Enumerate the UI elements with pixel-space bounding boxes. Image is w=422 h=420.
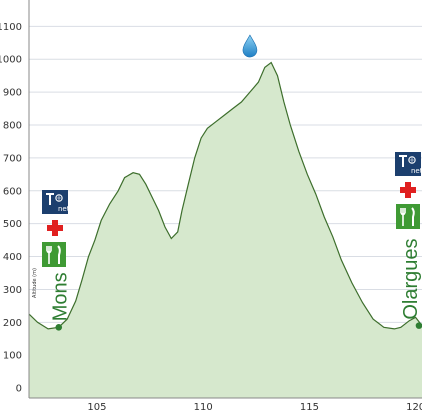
y-tick-label-1100: 1100: [0, 22, 22, 33]
mons-office-icon-text: net: [58, 205, 70, 213]
town-markers: Mons Olargues: [50, 238, 422, 331]
elevation-line: [29, 61, 422, 330]
y-tick-label-300: 300: [3, 285, 22, 296]
olargues-restaurant-icon: [396, 204, 420, 229]
y-tick-label-400: 400: [3, 252, 22, 263]
elevation-area: [29, 62, 422, 398]
water-point-icon: [242, 34, 258, 58]
y-tick-label-200: 200: [3, 318, 22, 329]
y-tick-label-1000: 1000: [0, 55, 22, 66]
mons-pharmacy-icon: [47, 220, 63, 236]
y-tick-label-600: 600: [3, 186, 22, 197]
y-tick-label-0: 0: [16, 384, 22, 395]
marker-label-olargues: Olargues: [400, 238, 422, 319]
x-tick-labels: 105 110 115 120: [87, 402, 422, 413]
mons-restaurant-icon: [42, 242, 66, 267]
olargues-tourism-office-icon: net: [395, 152, 422, 176]
mons-tourism-office-icon: net: [42, 190, 70, 214]
marker-point-olargues: [415, 322, 422, 329]
y-tick-label-700: 700: [3, 153, 22, 164]
y-tick-label-800: 800: [3, 120, 22, 131]
x-tick-label-115: 115: [300, 402, 319, 413]
y-tick-label-500: 500: [3, 219, 22, 230]
marker-point-mons: [55, 323, 63, 331]
marker-label-mons: Mons: [50, 272, 72, 321]
y-axis-title: Altitude (m): [32, 268, 38, 298]
x-tick-label-120: 120: [406, 402, 422, 413]
olargues-office-icon-text: net: [411, 167, 422, 175]
x-tick-label-110: 110: [194, 402, 213, 413]
x-tick-label-105: 105: [87, 402, 106, 413]
y-tick-label-100: 100: [3, 351, 22, 362]
y-tick-label-900: 900: [3, 88, 22, 99]
olargues-pharmacy-icon: [400, 182, 416, 198]
elevation-series: [29, 61, 422, 398]
y-tick-labels: 0 100 200 300 400 500 600 700 800 900 1000 1100: [0, 22, 22, 395]
